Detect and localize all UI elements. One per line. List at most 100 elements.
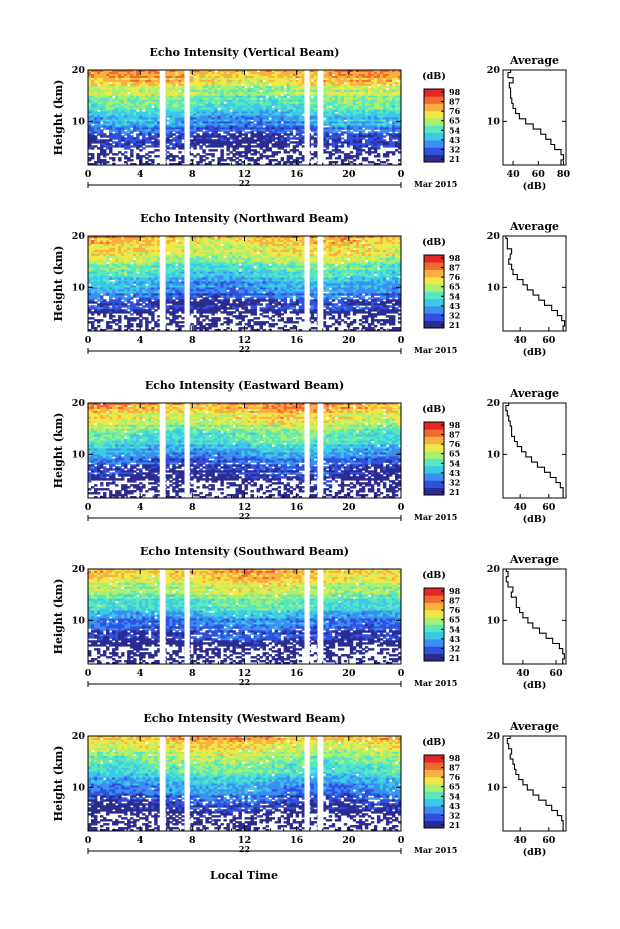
heatmap-cell bbox=[166, 141, 170, 144]
heatmap-cell bbox=[271, 83, 275, 87]
heatmap-cell bbox=[193, 87, 197, 91]
heatmap-cell bbox=[196, 99, 200, 103]
heatmap-cell bbox=[313, 101, 318, 105]
heatmap-cell bbox=[202, 71, 206, 75]
heatmap-cell bbox=[385, 91, 390, 95]
heatmap-cell bbox=[115, 89, 119, 93]
heatmap-cell bbox=[376, 147, 381, 150]
heatmap-cell bbox=[94, 97, 98, 101]
heatmap-cell bbox=[175, 77, 179, 81]
heatmap-cell bbox=[391, 79, 396, 83]
y-tick-label: 10 bbox=[72, 116, 86, 127]
heatmap-cell bbox=[376, 93, 381, 97]
heatmap-cell bbox=[265, 77, 269, 81]
heatmap-cell bbox=[148, 155, 152, 158]
heatmap-cell bbox=[352, 77, 357, 81]
heatmap-cell bbox=[136, 93, 140, 97]
heatmap-cell bbox=[331, 95, 336, 99]
heatmap-cell bbox=[388, 73, 393, 77]
heatmap-cell bbox=[100, 71, 104, 75]
heatmap-cell bbox=[211, 97, 215, 101]
heatmap-cell bbox=[292, 93, 297, 97]
heatmap-cell bbox=[121, 79, 125, 83]
heatmap-cell bbox=[106, 95, 110, 99]
heatmap-cell bbox=[247, 97, 251, 101]
heatmap-cell bbox=[139, 91, 143, 95]
heatmap-cell bbox=[271, 73, 275, 77]
heatmap-cell bbox=[295, 101, 300, 105]
heatmap-cell bbox=[190, 97, 194, 101]
heatmap-cell bbox=[262, 77, 266, 81]
heatmap-cell bbox=[142, 87, 146, 91]
heatmap-cell bbox=[136, 101, 140, 105]
heatmap-cell bbox=[211, 83, 215, 87]
heatmap-cell bbox=[166, 99, 170, 103]
heatmap-cell bbox=[247, 73, 251, 77]
heatmap-cell bbox=[154, 101, 158, 105]
heatmap-cell bbox=[358, 91, 363, 95]
x-tick-label: 0 bbox=[85, 169, 92, 180]
heatmap-cell bbox=[199, 89, 203, 93]
heatmap-cell bbox=[169, 89, 173, 93]
heatmap-cell bbox=[235, 83, 239, 87]
heatmap-cell bbox=[385, 85, 390, 89]
heatmap-cell bbox=[256, 89, 260, 93]
heatmap-cell bbox=[283, 103, 288, 107]
heatmap-cell bbox=[223, 77, 227, 81]
heatmap-cell bbox=[178, 157, 182, 160]
heatmap-cell bbox=[145, 87, 149, 91]
heatmap-cell bbox=[343, 89, 348, 93]
heatmap-cell bbox=[112, 91, 116, 95]
heatmap-cell bbox=[292, 89, 297, 93]
heatmap-cell bbox=[361, 145, 366, 148]
heatmap-cell bbox=[361, 239, 366, 243]
heatmap-cell bbox=[394, 75, 399, 79]
heatmap-cell bbox=[397, 83, 402, 87]
heatmap-cell bbox=[292, 137, 297, 140]
heatmap-cell bbox=[142, 147, 146, 150]
heatmap-cell bbox=[220, 93, 224, 97]
heatmap-cell bbox=[145, 70, 149, 73]
y-axis-label: Height (km) bbox=[52, 80, 65, 156]
heatmap-cell bbox=[100, 125, 104, 128]
heatmap-cell bbox=[370, 161, 375, 164]
heatmap-cell bbox=[346, 99, 351, 103]
heatmap-cell bbox=[286, 70, 291, 73]
heatmap-cell bbox=[322, 89, 327, 93]
heatmap-cell bbox=[253, 99, 257, 103]
heatmap-cell bbox=[244, 157, 248, 160]
heatmap-cell bbox=[373, 91, 378, 95]
heatmap-cell bbox=[133, 71, 137, 75]
heatmap-cell bbox=[379, 81, 384, 85]
heatmap-cell bbox=[175, 131, 179, 134]
heatmap-cell bbox=[367, 161, 372, 164]
heatmap-cell bbox=[103, 103, 107, 107]
heatmap-cell bbox=[397, 73, 402, 77]
heatmap-cell bbox=[139, 97, 143, 101]
heatmap-cell bbox=[127, 89, 131, 93]
heatmap-cell bbox=[364, 73, 369, 77]
heatmap-cell bbox=[205, 101, 209, 105]
heatmap-cell bbox=[214, 75, 218, 79]
heatmap-cell bbox=[313, 93, 318, 97]
heatmap-cell bbox=[88, 101, 92, 105]
heatmap-cell bbox=[373, 71, 378, 75]
heatmap-cell bbox=[334, 71, 339, 75]
heatmap-cell bbox=[277, 91, 282, 95]
heatmap-cell bbox=[115, 71, 119, 75]
heatmap-cell bbox=[238, 155, 242, 158]
heatmap-cell bbox=[181, 161, 185, 164]
heatmap-cell bbox=[88, 79, 92, 83]
heatmap-cell bbox=[94, 93, 98, 97]
heatmap-cell bbox=[361, 71, 366, 75]
heatmap-cell bbox=[208, 85, 212, 89]
heatmap-cell bbox=[334, 101, 339, 105]
colorbar-swatch bbox=[424, 140, 444, 148]
heatmap-cell bbox=[172, 70, 176, 73]
heatmap-cell bbox=[220, 81, 224, 85]
heatmap-cell bbox=[97, 97, 101, 101]
heatmap-cell bbox=[271, 101, 275, 105]
heatmap-cell bbox=[268, 81, 272, 85]
heatmap-cell bbox=[325, 70, 330, 73]
heatmap-cell bbox=[328, 73, 333, 77]
